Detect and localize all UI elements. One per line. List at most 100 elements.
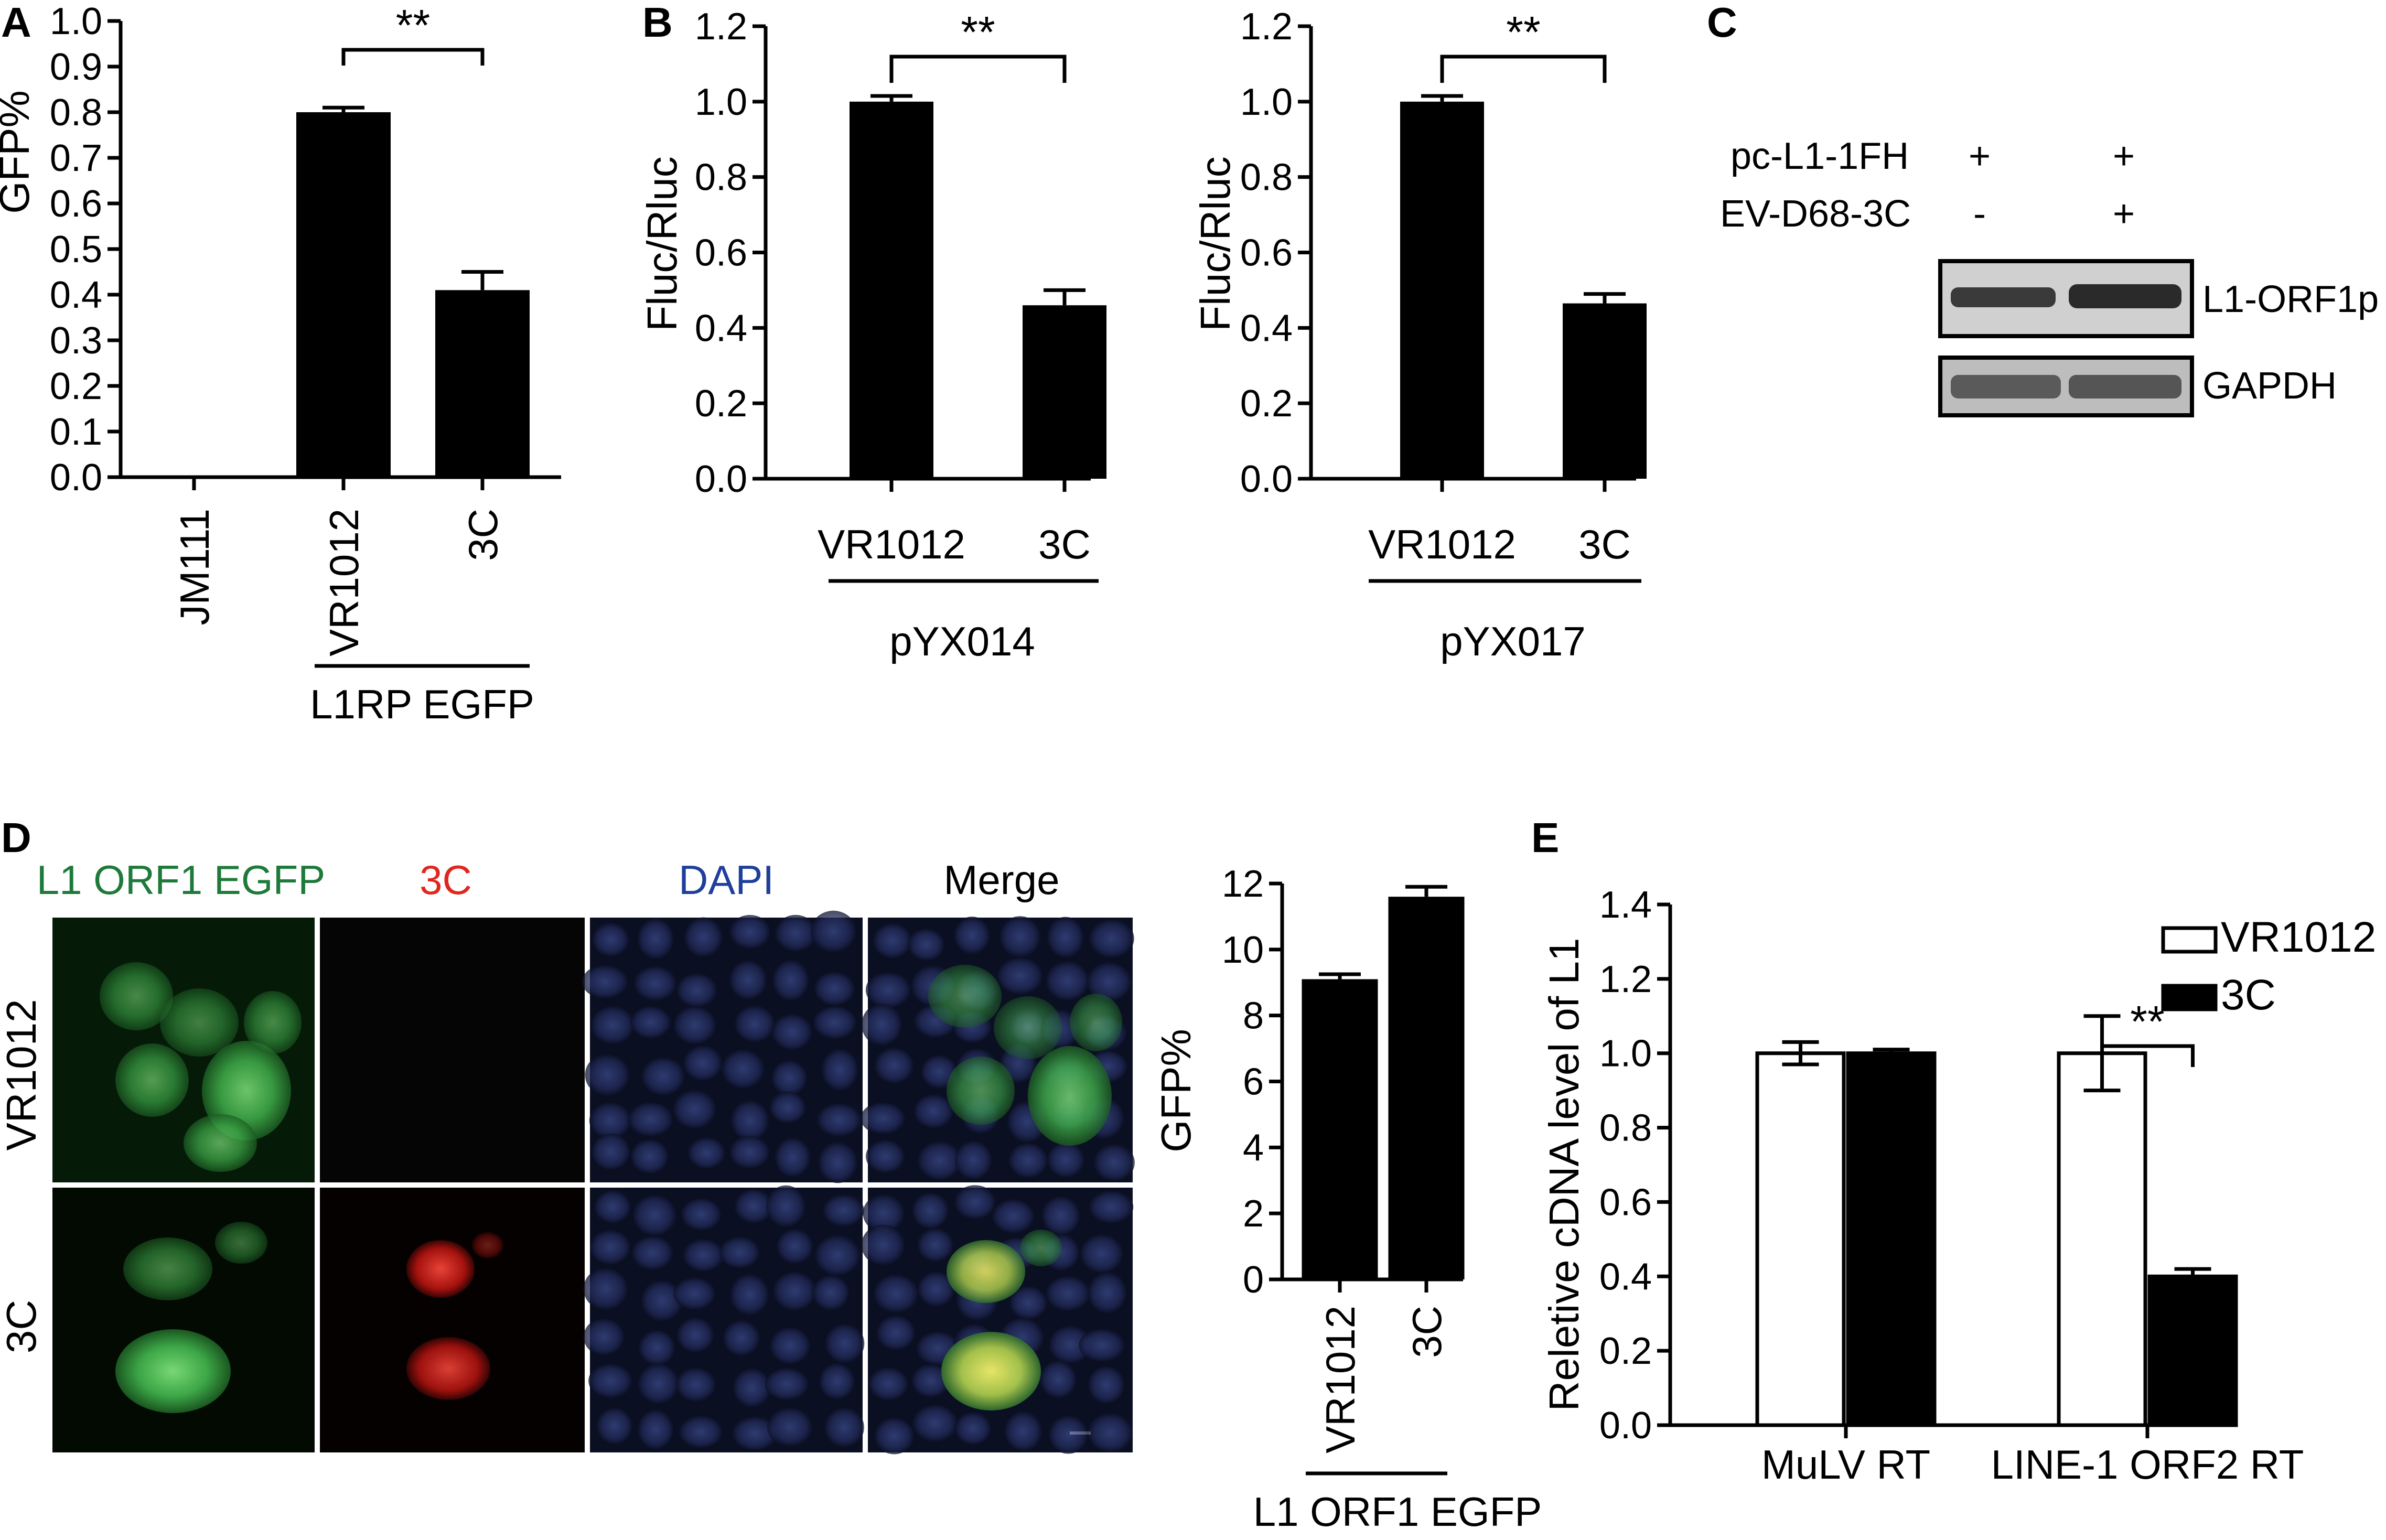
nucleus bbox=[641, 1280, 683, 1321]
y-tick-label: 0.4 bbox=[1240, 307, 1293, 349]
nucleus bbox=[729, 1136, 770, 1169]
nucleus bbox=[730, 1100, 769, 1141]
y-tick-label: 0.0 bbox=[695, 458, 747, 500]
nucleus bbox=[734, 1005, 775, 1042]
group-label: L1 ORF1 EGFP bbox=[1253, 1489, 1542, 1535]
significance-bracket bbox=[2100, 1044, 2195, 1067]
bar bbox=[1563, 303, 1647, 479]
micro-vr1012-dapi-panel bbox=[590, 918, 863, 1182]
blot-band-gapdh-lane-1 bbox=[1951, 375, 2061, 399]
nucleus bbox=[729, 960, 767, 1000]
blot-band-l1-orf1p-label: L1-ORF1p bbox=[2202, 278, 2379, 320]
y-tick-label: 0.0 bbox=[1599, 1405, 1652, 1447]
nucleus bbox=[861, 1102, 906, 1134]
category-label: 3C bbox=[1404, 1306, 1450, 1358]
y-tick-label: 6 bbox=[1243, 1061, 1264, 1103]
y-tick-label: 0.6 bbox=[695, 232, 747, 274]
y-tick-label: 2 bbox=[1243, 1193, 1264, 1235]
nucleus bbox=[734, 1189, 773, 1223]
nucleus bbox=[769, 1091, 807, 1124]
category-label: 3C bbox=[1578, 521, 1631, 567]
category-label: VR1012 bbox=[818, 521, 965, 567]
y-tick-label: 8 bbox=[1243, 995, 1264, 1037]
nucleus bbox=[1088, 1272, 1127, 1313]
panel-letter-a: A bbox=[1, 0, 31, 46]
nucleus bbox=[730, 1274, 769, 1316]
nucleus bbox=[861, 1004, 902, 1046]
nucleus bbox=[771, 1014, 812, 1050]
panel-letter-e: E bbox=[1531, 814, 1559, 861]
nucleus bbox=[775, 914, 816, 952]
nucleus bbox=[917, 1272, 955, 1307]
bar bbox=[1400, 101, 1484, 479]
nucleus bbox=[1048, 1415, 1088, 1454]
bar bbox=[1023, 305, 1106, 479]
nucleus bbox=[1040, 1360, 1077, 1398]
blot-condition-2-label: EV-D68-3C bbox=[1720, 193, 1911, 235]
significance-bracket bbox=[341, 48, 485, 66]
nucleus bbox=[681, 1198, 722, 1231]
blot-band-gapdh-lane-2 bbox=[2069, 375, 2181, 399]
nucleus bbox=[816, 1103, 862, 1137]
nucleus bbox=[911, 1364, 950, 1398]
dapi-nuclei bbox=[582, 910, 1135, 1455]
micro-3c-3c-panel bbox=[320, 1188, 585, 1452]
y-tick-label: 0.2 bbox=[1240, 383, 1293, 425]
legend-label: 3C bbox=[2221, 971, 2276, 1019]
bar bbox=[1302, 979, 1378, 1279]
nucleus bbox=[1009, 1286, 1048, 1320]
nucleus bbox=[912, 1192, 949, 1229]
nucleus bbox=[673, 1090, 716, 1129]
y-tick-label: 0.1 bbox=[50, 411, 102, 453]
nucleus bbox=[775, 1137, 811, 1177]
nucleus bbox=[684, 917, 723, 957]
y-tick-label: 0.0 bbox=[1240, 458, 1293, 500]
nucleus bbox=[1089, 919, 1134, 958]
nucleus bbox=[1087, 962, 1132, 1001]
bar bbox=[296, 112, 391, 477]
nucleus bbox=[683, 1046, 723, 1081]
nucleus bbox=[1088, 1366, 1125, 1404]
panel-letter-b: B bbox=[642, 0, 673, 46]
nucleus bbox=[673, 1277, 716, 1310]
nucleus bbox=[773, 1272, 816, 1311]
nucleus bbox=[810, 910, 856, 953]
significance-label: ** bbox=[2130, 997, 2164, 1046]
category-label: 3C bbox=[460, 509, 506, 561]
merge-overlay bbox=[928, 965, 1122, 1410]
legend-swatch bbox=[2161, 984, 2218, 1011]
y-tick-label: 1.2 bbox=[1599, 959, 1652, 1000]
nucleus bbox=[997, 957, 1043, 995]
micro-col-merge: Merge bbox=[943, 857, 1059, 903]
chart-e-cdna: 0.0 0.2 0.4 0.6 0.8 1.0 1.2 1.4 Reletive cDNA le… bbox=[1541, 884, 2376, 1488]
y-tick-label: 0.2 bbox=[50, 365, 102, 407]
significance-label: ** bbox=[396, 1, 430, 50]
significance-bracket bbox=[1440, 55, 1607, 83]
nucleus bbox=[767, 1407, 813, 1447]
y-tick-label: 12 bbox=[1222, 863, 1264, 905]
nucleus bbox=[1045, 961, 1089, 1001]
nucleus bbox=[675, 1367, 716, 1402]
nucleus bbox=[769, 1327, 811, 1364]
micro-col-3c: 3C bbox=[420, 857, 472, 903]
y-tick-label: 1.2 bbox=[695, 6, 747, 48]
nucleus bbox=[589, 1102, 631, 1139]
nucleus bbox=[873, 923, 912, 959]
nucleus bbox=[585, 1054, 630, 1096]
nucleus bbox=[630, 1139, 669, 1174]
blot-band-l1-orf1p-lane-2 bbox=[2069, 284, 2181, 308]
y-tick-label: 0.8 bbox=[1599, 1107, 1652, 1149]
nucleus bbox=[766, 1185, 806, 1227]
nucleus bbox=[1093, 1144, 1135, 1181]
nucleus bbox=[1041, 1196, 1080, 1235]
chart-d-gfp: 0 2 4 6 8 10 12 GFP% VR1012 3C L1 ORF1 EGFP bbox=[1153, 863, 1542, 1535]
nucleus bbox=[813, 1006, 857, 1039]
y-tick-label: 0 bbox=[1243, 1259, 1264, 1301]
nucleus bbox=[917, 1228, 953, 1262]
nucleus bbox=[954, 1185, 996, 1220]
y-tick-label: 0.8 bbox=[1240, 157, 1293, 199]
nucleus bbox=[583, 1318, 625, 1355]
nucleus bbox=[825, 1323, 865, 1363]
nucleus bbox=[814, 972, 855, 1006]
micro-row-3c: 3C bbox=[0, 1300, 45, 1353]
